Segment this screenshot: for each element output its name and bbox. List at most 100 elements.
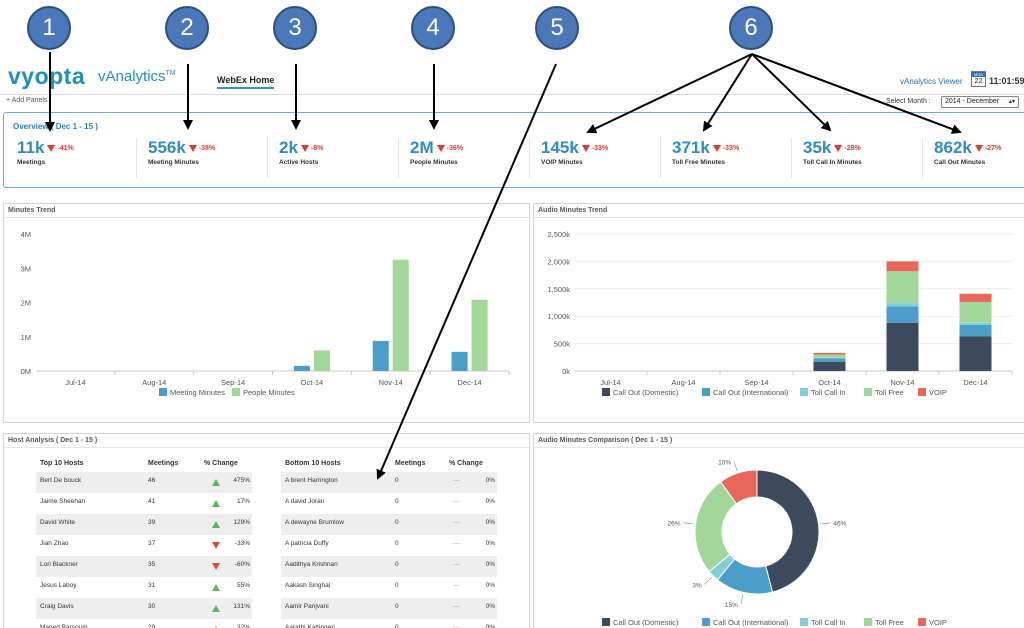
host-name: A david Joran [285, 498, 325, 505]
legend-swatch [918, 618, 926, 626]
table-row[interactable]: Aakash Singhal 0 --- 0% [281, 577, 497, 598]
audio-comparison-donut: 46% 15% 3% 26% 10% Call Out (Domestic) Call Ou… [602, 460, 947, 627]
legend-swatch [864, 618, 872, 626]
x-tick-label: Oct-14 [301, 378, 324, 387]
legend-swatch [800, 388, 808, 396]
kpi-label: Toll Call In Minutes [803, 159, 862, 166]
table-row[interactable]: A david Joran 0 --- 0% [281, 493, 497, 514]
column-header[interactable]: % Change [449, 460, 483, 467]
legend-label: Toll Free [875, 618, 904, 627]
table-row[interactable]: Jaime Sheehan 41 17% [36, 493, 252, 514]
kpi-label: Active Hosts [279, 159, 319, 166]
vanalytics-viewer-link[interactable]: vAnalytics Viewer [900, 77, 963, 86]
legend-label: VOIP [929, 388, 947, 397]
table-row[interactable]: Craig Davis 30 131% [36, 598, 252, 619]
bar-segment-voip [886, 261, 919, 272]
kpi-change: -33% [722, 145, 740, 153]
kpi-label: Toll Free Minutes [672, 159, 725, 166]
table-row[interactable]: Aamir Panjvani 0 --- 0% [281, 598, 497, 619]
kpi-label: People Minutes [410, 159, 458, 166]
column-header[interactable]: Top 10 Hosts [40, 460, 84, 467]
legend-label: People Minutes [243, 388, 295, 397]
kpi-tile[interactable]: 2M -36% People Minutes [402, 138, 530, 178]
month-select[interactable]: 2014 - December ▴▾ [941, 96, 1019, 108]
y-tick-label: 4M [21, 230, 31, 239]
legend-swatch [918, 388, 926, 396]
table-row[interactable]: A brent Harrington 0 --- 0% [281, 472, 497, 493]
audio-comparison-title: Audio Minutes Comparison ( Dec 1 - 15 ) [538, 437, 673, 444]
x-tick-label: Sep-14 [744, 378, 768, 387]
host-name: Jian Zhao [40, 540, 69, 547]
legend-label: Toll Call In [811, 388, 846, 397]
audio-comparison-panel: Audio Minutes Comparison ( Dec 1 - 15 ) … [533, 433, 1024, 628]
kpi-change: -38% [198, 145, 216, 153]
legend-label: Toll Call In [811, 618, 846, 627]
product-name: vAnalyticsTM [98, 68, 176, 85]
bar-segment-toll-call-in [886, 303, 919, 307]
meetings-count: 35 [148, 561, 156, 568]
table-row[interactable]: Bert De bouck 46 475% [36, 472, 252, 493]
trend-down-icon [47, 145, 56, 153]
column-header[interactable]: Meetings [395, 460, 426, 467]
y-tick-label: 1,500k [547, 285, 570, 294]
calendar-month: MON [972, 72, 985, 77]
y-tick-label: 2,000k [547, 257, 570, 266]
kpi-tile[interactable]: 35k -28% Toll Call In Minutes [795, 138, 923, 178]
trend-down-icon [834, 145, 843, 153]
kpi-label: Call Out Minutes [934, 159, 986, 166]
meetings-count: 46 [148, 477, 156, 484]
annotation-badge-2: 2 [165, 6, 209, 50]
x-tick-label: Oct-14 [818, 378, 841, 387]
table-row[interactable]: A dewayne Brumlow 0 --- 0% [281, 514, 497, 535]
kpi-tile[interactable]: 556k -38% Meeting Minutes [140, 138, 268, 178]
data-label-leader [740, 594, 744, 605]
vyopta-logo[interactable]: vyopta [8, 63, 85, 90]
host-name: Aakash Singhal [285, 582, 331, 589]
panel-title-divider [534, 447, 1024, 448]
pct-change: 0% [485, 498, 495, 505]
kpi-tile[interactable]: 11k -41% Meetings [9, 138, 137, 178]
kpi-value-line: 2k -8% [279, 138, 323, 158]
bar-people-minutes [471, 299, 488, 371]
kpi-change: -33% [591, 145, 609, 153]
x-tick-label: Aug-14 [142, 378, 166, 387]
table-row[interactable]: Aadithya Krishnan 0 --- 0% [281, 556, 497, 577]
data-label-leader [820, 522, 831, 525]
column-header[interactable]: Bottom 10 Hosts [285, 460, 341, 467]
kpi-tile[interactable]: 862k -27% Call Out Minutes [926, 138, 1024, 178]
table-row[interactable]: A patricia Duffy 0 --- 0% [281, 535, 497, 556]
kpi-value: 2k [279, 138, 298, 157]
legend-swatch [702, 388, 710, 396]
table-row[interactable]: Maged Barsoum 29 32% [36, 619, 252, 628]
host-name: Jaime Sheehan [40, 498, 86, 505]
table-row[interactable]: Aarathi Kattingeri 0 --- 0% [281, 619, 497, 628]
meetings-count: 0 [395, 519, 399, 526]
column-header[interactable]: % Change [204, 460, 238, 467]
bar-segment-call-out-domestic [886, 322, 919, 371]
kpi-value: 2M [410, 138, 434, 157]
table-row[interactable]: Lori Blackner 35 -60% [36, 556, 252, 577]
kpi-change: -36% [446, 145, 463, 153]
table-row[interactable]: David White 39 129% [36, 514, 252, 535]
pct-change: 17% [236, 498, 250, 505]
select-month-label: Select Month : [886, 98, 931, 105]
kpi-tile[interactable]: 2k -8% Active Hosts [271, 138, 399, 178]
kpi-tile[interactable]: 371k -33% Toll Free Minutes [664, 138, 792, 178]
kpi-label: Meetings [17, 159, 46, 166]
pct-change: -60% [234, 561, 250, 568]
tab-webex-home[interactable]: WebEx Home [217, 75, 275, 89]
table-row[interactable]: Jesus Laboy 31 55% [36, 577, 252, 598]
host-name: A dewayne Brumlow [285, 519, 344, 526]
kpi-value: 371k [672, 138, 710, 157]
meetings-count: 0 [395, 561, 399, 568]
kpi-change: -41% [57, 145, 74, 153]
no-change-dash: --- [453, 519, 460, 526]
kpi-tile[interactable]: 145k -33% VOIP Minutes [533, 138, 661, 178]
table-row[interactable]: Jian Zhao 37 -33% [36, 535, 252, 556]
add-panels-button[interactable]: + Add Panels [6, 97, 48, 104]
host-name: Jesus Laboy [40, 582, 77, 589]
trend-down-icon [436, 145, 445, 153]
header-divider [0, 94, 1024, 95]
column-header[interactable]: Meetings [148, 460, 179, 467]
pct-change: -33% [234, 540, 250, 547]
